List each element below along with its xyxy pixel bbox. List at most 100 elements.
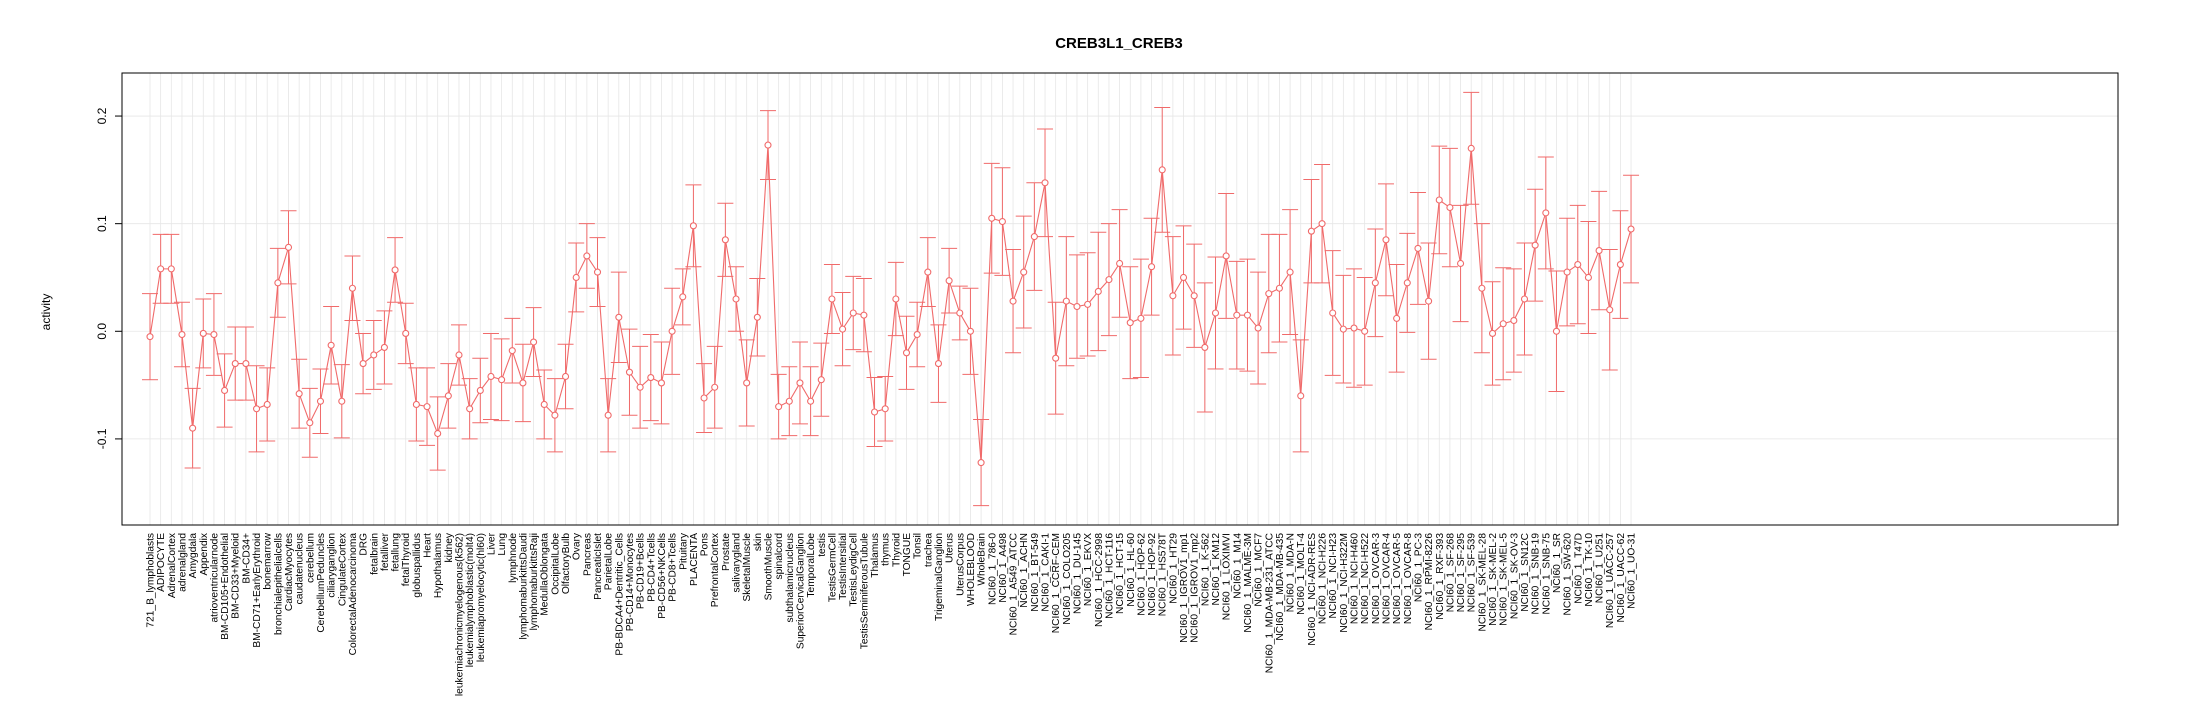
data-point (466, 405, 474, 413)
data-point (1158, 166, 1166, 174)
x-tick-label: TrigeminalGanglion (934, 533, 945, 621)
data-point (178, 330, 186, 339)
data-point (647, 374, 655, 382)
data-point (1265, 290, 1273, 298)
data-point (1286, 268, 1294, 276)
x-tick-label: NCI60_1_SNB-75 (1541, 533, 1552, 615)
data-point (625, 368, 634, 376)
data-point (157, 265, 165, 273)
x-tick-label: lymphomaburkittsDaudi (518, 533, 529, 639)
x-tick-label: spinalcord (774, 533, 785, 580)
data-point (924, 268, 932, 276)
x-tick-label: lymphomaburkittsRaji (529, 533, 540, 630)
x-tick-label: Hypothalamus (433, 533, 444, 598)
data-point (1073, 302, 1081, 311)
data-point (1116, 259, 1124, 268)
data-point (615, 313, 623, 321)
x-tick-label: CingulateCortex (337, 533, 348, 606)
x-tick-label: NCI60_1_SNB-19 (1531, 533, 1542, 615)
x-tick-label: OccipitalLobe (550, 533, 561, 595)
data-point (274, 279, 282, 287)
x-tick-label: Ovary (572, 532, 583, 560)
x-tick-label: BM-CD71+EarlyErythroid (252, 533, 263, 648)
x-tick-label: BM-CD105+Endothelial (220, 533, 231, 640)
x-tick-label: NCI60_1_NCI-H322M (1339, 533, 1350, 633)
data-point (380, 343, 388, 351)
x-tick-label: NCI60_1_MDA-MB-435 (1275, 533, 1286, 641)
data-point (721, 236, 729, 244)
data-point (444, 392, 452, 400)
x-tick-label: salivarygland (732, 533, 743, 593)
x-tick-label: atrioventricularnode (209, 533, 220, 623)
x-tick-label: fetalThyroid (401, 533, 412, 587)
x-tick-label: NCI60_1_UACC-257 (1605, 533, 1616, 628)
data-point (1627, 225, 1635, 233)
data-point (1062, 297, 1070, 305)
x-tick-label: SkeletalMuscle (742, 533, 753, 602)
x-tick-label: NCI60_1_BT-549 (1030, 533, 1041, 612)
x-tick-label: NCI60_1_MOLT-4 (1296, 533, 1307, 615)
x-tick-label: ColorectalAdenocarcinoma (348, 533, 359, 656)
data-point (679, 293, 687, 301)
data-point (636, 383, 644, 391)
data-point (1520, 295, 1529, 303)
y-tick-label: 0.2 (95, 107, 109, 124)
data-point (306, 419, 314, 427)
x-tick-label: NCI60_1_HOP-92 (1147, 533, 1158, 616)
data-point (402, 329, 410, 337)
data-point (519, 379, 527, 387)
data-point (700, 394, 708, 402)
data-point (1222, 252, 1230, 260)
x-tick-label: NCI60_1_OVCAR-5 (1392, 533, 1403, 624)
data-point (476, 386, 484, 395)
x-tick-label: PrefrontalCortex (710, 533, 721, 607)
x-tick-label: Heart (423, 533, 434, 558)
data-point (1009, 297, 1017, 305)
x-tick-label: Appendix (199, 533, 210, 575)
x-tick-label: NCI60_1_CCRF-CEM (1051, 533, 1062, 633)
x-tick-label: NCI60_1_EKVX (1083, 533, 1094, 606)
data-point (860, 311, 868, 319)
data-point (583, 252, 591, 260)
y-tick-label: 0.1 (95, 215, 109, 232)
data-point (1126, 319, 1134, 327)
data-point (1041, 179, 1049, 187)
x-tick-label: NCI60_1_A498 (998, 533, 1009, 603)
x-tick-label: adrenalgland (177, 533, 188, 592)
x-tick-label: AdrenalCortex (167, 533, 178, 598)
x-tick-label: NCI60_1_RPMI-8226 (1424, 533, 1435, 631)
x-tick-label: PB-CD19+Bcells (636, 533, 647, 609)
data-point (1307, 227, 1315, 235)
x-tick-label: SuperiorCervicalGanglion (795, 533, 806, 649)
x-tick-label: NCI60_1_NCI-H522 (1360, 533, 1371, 624)
data-point (1094, 287, 1102, 296)
x-tick-label: PancreaticIslet (593, 533, 604, 600)
data-point (370, 351, 378, 359)
data-point (1478, 284, 1486, 292)
x-tick-label: WholeBrain (977, 533, 988, 586)
data-point (1584, 273, 1592, 282)
x-tick-label: trachea (923, 533, 934, 567)
data-point (732, 295, 740, 303)
x-tick-label: leukemiapromyelocytic(hl60) (476, 533, 487, 662)
data-point (1499, 320, 1507, 328)
x-tick-label: PB-BDCA4+Dentritic_Cells (614, 533, 625, 656)
data-point (295, 390, 303, 398)
data-point (1179, 273, 1188, 282)
x-tick-label: NCI60_1_CAKI-1 (1041, 533, 1052, 612)
data-point (1329, 309, 1337, 317)
data-point (604, 411, 612, 419)
x-tick-label: TemporalLobe (806, 533, 817, 598)
data-point (221, 386, 229, 395)
x-tick-label: Lung (497, 533, 508, 556)
data-point (167, 265, 175, 273)
data-point (1020, 268, 1028, 276)
data-point (455, 351, 463, 359)
plot-frame (121, 72, 2119, 526)
data-point (508, 347, 516, 355)
x-tick-label: NCI60_1_NCI-H460 (1350, 533, 1361, 624)
x-tick-label: NCI60_1_A549_ATCC (1009, 533, 1020, 635)
data-point (1616, 261, 1624, 269)
data-point (561, 372, 570, 381)
chart-title: CREB3L1_CREB3 (1055, 35, 1183, 52)
